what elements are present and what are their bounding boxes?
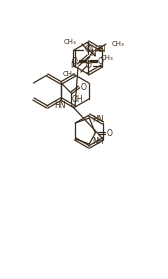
- Text: O: O: [80, 83, 86, 92]
- Text: HN: HN: [55, 100, 66, 109]
- Text: O: O: [106, 129, 112, 138]
- Text: CH₃: CH₃: [63, 71, 76, 77]
- Text: O: O: [87, 45, 93, 54]
- Text: O: O: [86, 61, 92, 71]
- Text: CH₃: CH₃: [100, 55, 113, 61]
- Text: O: O: [72, 57, 78, 66]
- Text: N: N: [70, 61, 76, 71]
- Text: N: N: [90, 49, 96, 59]
- Text: O: O: [98, 57, 104, 66]
- Text: NH: NH: [92, 138, 104, 146]
- Text: HN: HN: [92, 116, 104, 124]
- Text: HN: HN: [94, 45, 106, 54]
- Text: OH: OH: [71, 95, 83, 104]
- Text: CH₃: CH₃: [112, 41, 125, 47]
- Text: CH₃: CH₃: [64, 39, 77, 45]
- Text: O: O: [84, 45, 90, 54]
- Text: S: S: [85, 57, 91, 66]
